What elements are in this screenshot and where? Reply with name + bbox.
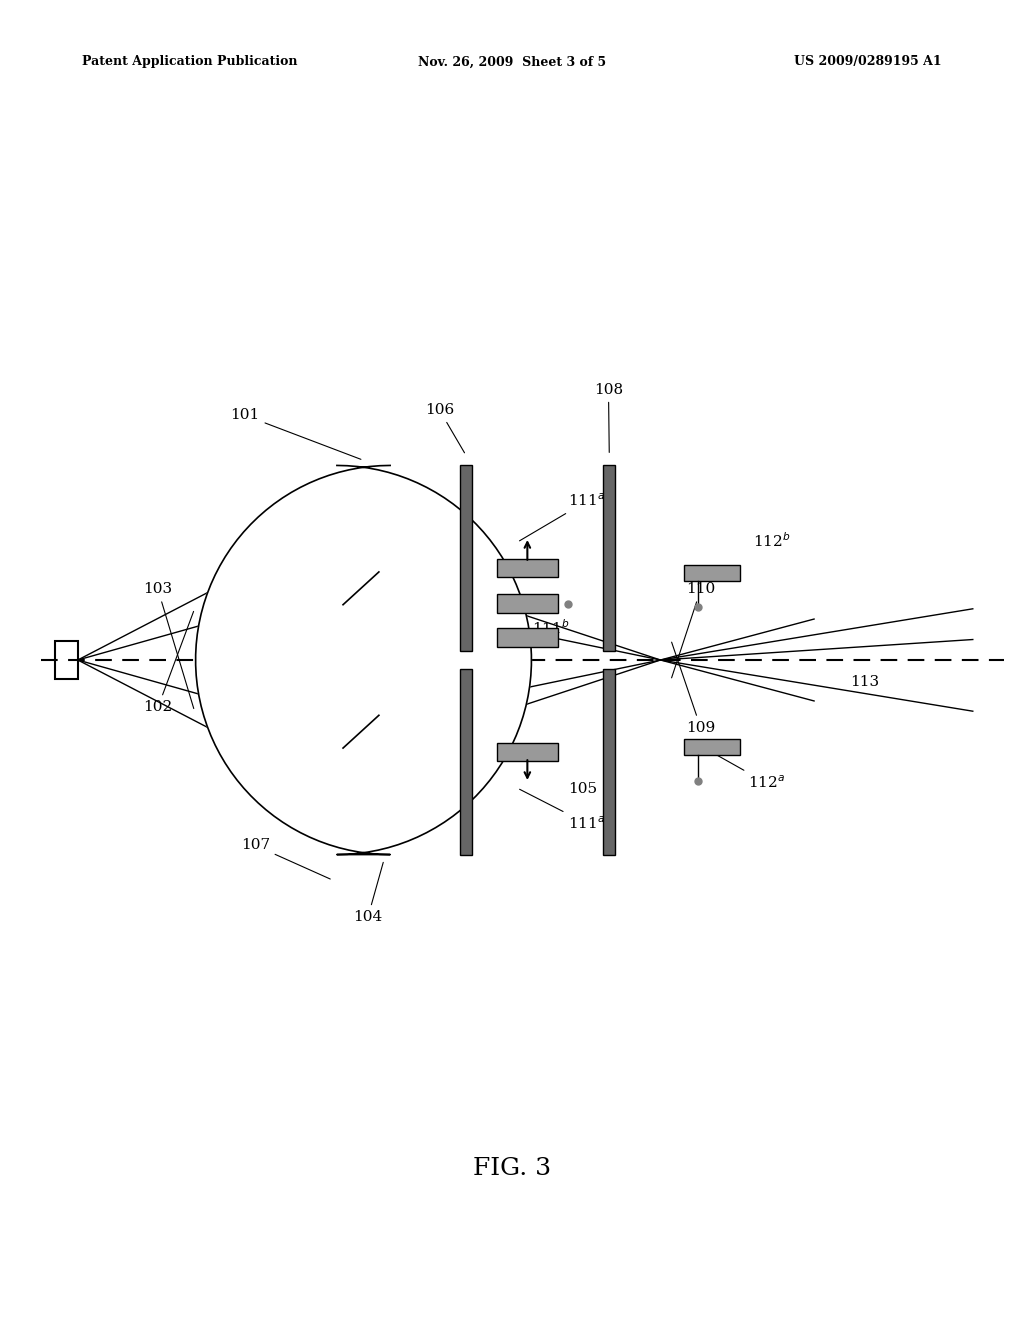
Bar [603, 669, 615, 854]
Text: Nov. 26, 2009  Sheet 3 of 5: Nov. 26, 2009 Sheet 3 of 5 [418, 55, 606, 69]
Bar [497, 628, 558, 647]
Text: 108: 108 [594, 383, 623, 453]
Text: 111$^a$: 111$^a$ [519, 789, 605, 832]
Bar [460, 669, 472, 854]
Polygon shape [196, 466, 531, 854]
Text: 111$^a$: 111$^a$ [519, 492, 605, 541]
Text: 105: 105 [568, 783, 597, 796]
Text: FIG. 3: FIG. 3 [473, 1156, 551, 1180]
Bar [55, 640, 78, 680]
Text: 104: 104 [353, 862, 383, 924]
Bar [603, 466, 615, 651]
Text: 102: 102 [143, 611, 194, 714]
Text: 109: 109 [672, 642, 716, 735]
Text: 103: 103 [143, 582, 194, 709]
Text: US 2009/0289195 A1: US 2009/0289195 A1 [795, 55, 942, 69]
Text: 110: 110 [672, 582, 716, 678]
Bar [460, 466, 472, 651]
Text: 101: 101 [230, 408, 360, 459]
Bar [497, 558, 558, 577]
Text: 112$^a$: 112$^a$ [714, 754, 784, 791]
Text: 113: 113 [850, 675, 879, 689]
Bar [684, 739, 739, 755]
Text: 111$^b$: 111$^b$ [532, 619, 570, 638]
Text: 112$^b$: 112$^b$ [753, 532, 791, 550]
Text: 107: 107 [241, 838, 331, 879]
Bar [497, 594, 558, 612]
Bar [497, 743, 558, 762]
Text: 106: 106 [425, 403, 465, 453]
Bar [684, 565, 739, 581]
Text: Patent Application Publication: Patent Application Publication [82, 55, 297, 69]
